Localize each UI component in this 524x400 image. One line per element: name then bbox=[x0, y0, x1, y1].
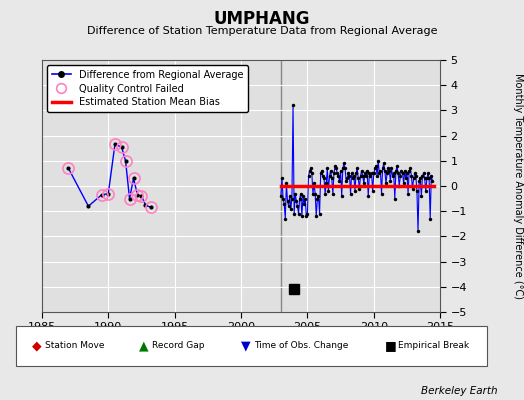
Text: UMPHANG: UMPHANG bbox=[214, 10, 310, 28]
Legend: Difference from Regional Average, Quality Control Failed, Estimated Station Mean: Difference from Regional Average, Qualit… bbox=[47, 65, 248, 112]
Text: ◆: ◆ bbox=[32, 340, 41, 352]
Text: Time of Obs. Change: Time of Obs. Change bbox=[254, 342, 348, 350]
Text: ■: ■ bbox=[385, 340, 396, 352]
Text: Difference of Station Temperature Data from Regional Average: Difference of Station Temperature Data f… bbox=[87, 26, 437, 36]
Text: Berkeley Earth: Berkeley Earth bbox=[421, 386, 498, 396]
Text: Record Gap: Record Gap bbox=[152, 342, 204, 350]
Text: Empirical Break: Empirical Break bbox=[398, 342, 470, 350]
Text: Station Move: Station Move bbox=[45, 342, 104, 350]
Text: ▲: ▲ bbox=[139, 340, 149, 352]
Y-axis label: Monthly Temperature Anomaly Difference (°C): Monthly Temperature Anomaly Difference (… bbox=[512, 73, 522, 299]
Text: ▼: ▼ bbox=[242, 340, 251, 352]
